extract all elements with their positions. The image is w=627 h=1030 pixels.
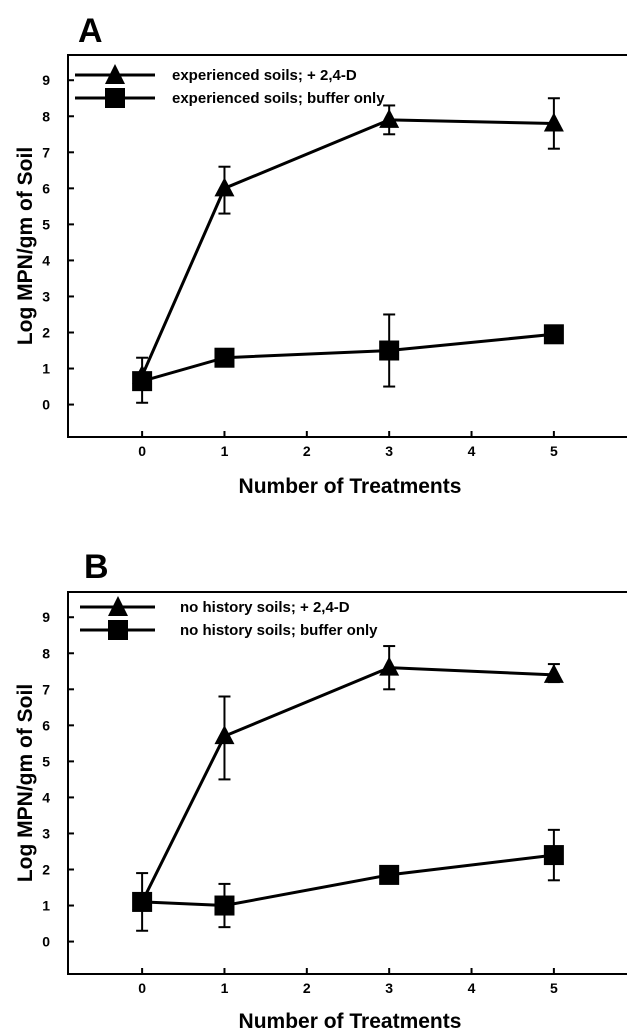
y-tick-label: 2: [42, 861, 50, 877]
data-point-square: [214, 895, 235, 916]
data-point-triangle: [379, 108, 400, 128]
data-point-square: [379, 340, 400, 361]
data-point-triangle: [543, 663, 564, 683]
y-tick-label: 9: [42, 609, 50, 625]
series-line: [140, 118, 554, 377]
y-tick-label: 0: [42, 397, 50, 413]
legend-label: no history soils; + 2,4-D: [180, 599, 350, 616]
y-axis-title: Log MPN/gm of Soil: [14, 147, 37, 345]
y-tick-label: 7: [42, 144, 50, 160]
y-tick-label: 8: [42, 108, 50, 124]
x-tick-label: 1: [221, 980, 229, 996]
y-tick-label: 9: [42, 72, 50, 88]
x-tick-label: 0: [138, 980, 146, 996]
legend-square-marker: [108, 620, 128, 640]
x-tick-label: 5: [550, 980, 558, 996]
data-point-square: [132, 891, 153, 912]
series-layer: [132, 97, 564, 404]
legend-triangle-marker: [108, 596, 128, 616]
data-point-triangle: [214, 725, 235, 745]
series-line: [140, 666, 554, 903]
x-tick-label: 2: [303, 980, 311, 996]
x-tick-label: 0: [138, 443, 146, 459]
y-tick-label: 5: [42, 753, 50, 769]
data-point-square: [132, 371, 153, 392]
series-line: [142, 853, 555, 908]
y-tick-label: 8: [42, 645, 50, 661]
y-tick-label: 0: [42, 934, 50, 950]
y-tick-label: 1: [42, 898, 50, 914]
y-tick-label: 6: [42, 717, 50, 733]
y-tick-label: 2: [42, 324, 50, 340]
legend: experienced soils; + 2,4-D experienced s…: [75, 64, 385, 108]
legend: no history soils; + 2,4-D no history soi…: [80, 596, 378, 640]
y-tick-label: 7: [42, 681, 50, 697]
data-point-square: [214, 347, 235, 368]
panel-label: B: [84, 548, 109, 586]
x-tick-label: 3: [385, 980, 393, 996]
plot-frame: [67, 591, 627, 975]
y-tick-label: 4: [42, 789, 50, 805]
y-tick-label: 4: [42, 252, 50, 268]
y-tick-label: 1: [42, 361, 50, 377]
y-tick-label: 3: [42, 825, 50, 841]
axes: 0 1 2 3 4 5 6 7 8 9 0 1 2 3 4 5: [42, 609, 558, 996]
legend-label: experienced soils; buffer only: [172, 90, 385, 107]
x-tick-label: 4: [468, 980, 476, 996]
data-point-square: [543, 324, 564, 345]
x-axis-title: Number of Treatments: [239, 475, 462, 498]
panel-label: A: [78, 12, 103, 50]
data-point-square: [379, 864, 400, 885]
axes: 0 1 2 3 4 5 6 7 8 9 0 1 2 3 4 5: [42, 72, 558, 459]
panel-a: A Number of Treatments Log MPN/gm of Soi…: [14, 12, 627, 498]
legend-square-marker: [105, 88, 125, 108]
x-tick-label: 1: [221, 443, 229, 459]
x-axis-title: Number of Treatments: [239, 1010, 462, 1030]
panel-b: B Number of Treatments Log MPN/gm of Soi…: [14, 548, 627, 1030]
legend-triangle-marker: [105, 64, 125, 84]
y-axis-title: Log MPN/gm of Soil: [14, 684, 37, 882]
data-point-square: [543, 845, 564, 866]
x-tick-label: 3: [385, 443, 393, 459]
plot-frame: [67, 54, 627, 438]
legend-label: no history soils; buffer only: [180, 622, 378, 639]
legend-label: experienced soils; + 2,4-D: [172, 67, 357, 84]
y-tick-label: 6: [42, 180, 50, 196]
x-tick-label: 4: [468, 443, 476, 459]
data-point-triangle: [543, 112, 564, 132]
x-tick-label: 5: [550, 443, 558, 459]
data-point-triangle: [214, 177, 235, 197]
data-point-triangle: [379, 656, 400, 676]
y-tick-label: 3: [42, 288, 50, 304]
x-tick-label: 2: [303, 443, 311, 459]
y-tick-label: 5: [42, 216, 50, 232]
series-layer: [132, 645, 564, 932]
series-line: [141, 332, 555, 383]
